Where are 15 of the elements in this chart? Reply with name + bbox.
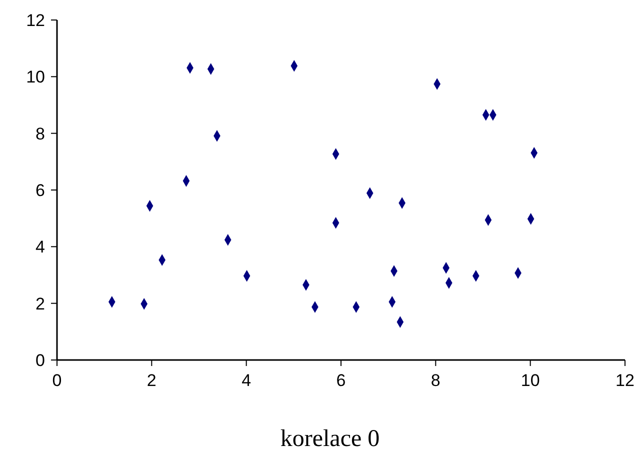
x-tick-label: 6 [336,371,346,390]
x-tick-label: 0 [52,371,62,390]
x-tick-label: 12 [616,371,634,390]
x-tick-label: 8 [430,371,440,390]
y-tick-label: 2 [36,294,45,314]
y-tick-label: 12 [26,11,45,30]
y-tick-label: 4 [36,238,45,257]
y-tick-label: 0 [36,351,45,370]
x-tick-label: 2 [146,371,156,390]
y-tick-label: 8 [36,124,45,144]
x-tick-label: 10 [520,371,540,390]
y-tick-label: 6 [36,181,45,200]
y-tick-label: 10 [26,68,45,87]
x-tick-label: 4 [242,371,252,390]
x-axis-title: korelace 0 [280,426,380,452]
